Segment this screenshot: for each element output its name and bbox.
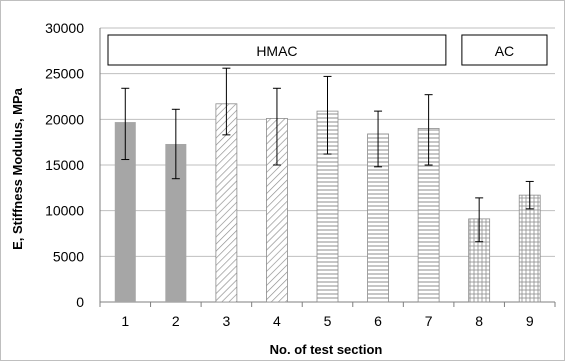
x-tick-label: 7 [425, 313, 433, 329]
error-bar [171, 108, 180, 180]
error-bar [121, 87, 130, 161]
error-bar [222, 67, 231, 136]
x-tick-label: 4 [273, 313, 281, 329]
x-tick-label: 8 [475, 313, 483, 329]
y-axis-title: E, Stiffness Modulus, MPa [10, 87, 25, 250]
x-tick-label: 5 [324, 313, 332, 329]
error-bar [525, 180, 534, 210]
group-box-frame [107, 34, 447, 66]
error-bar [475, 197, 484, 243]
x-tick-label: 6 [374, 313, 382, 329]
group-box-ac: AC [461, 34, 548, 66]
x-tick-label: 2 [172, 313, 180, 329]
bar [114, 122, 136, 302]
x-tick-label: 9 [526, 313, 534, 329]
y-tick-label: 5000 [53, 248, 84, 264]
bar [518, 194, 541, 303]
y-tick-label: 10000 [45, 203, 84, 219]
x-axis-title: No. of test section [270, 342, 383, 357]
y-tick-label: 25000 [45, 66, 84, 82]
group-box-frame [461, 34, 548, 66]
x-tick-label: 3 [222, 313, 230, 329]
y-tick-label: 20000 [45, 111, 84, 127]
bar [165, 143, 187, 302]
error-bar [323, 75, 332, 155]
error-bar [374, 110, 383, 168]
x-tick-label: 1 [121, 313, 129, 329]
y-tick-label: 15000 [45, 157, 84, 173]
group-label: AC [495, 43, 514, 59]
group-label: HMAC [256, 43, 297, 59]
group-box-hmac: HMAC [107, 34, 447, 66]
error-bar [424, 94, 433, 166]
y-tick-label: 30000 [45, 20, 84, 36]
y-tick-label: 0 [76, 294, 84, 310]
error-bar [272, 87, 281, 166]
